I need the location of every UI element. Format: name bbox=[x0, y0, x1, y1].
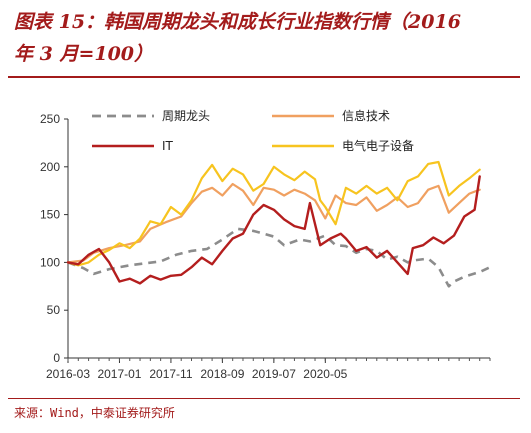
y-tick-label: 50 bbox=[47, 303, 61, 317]
source-divider bbox=[8, 398, 520, 399]
y-tick-label: 0 bbox=[53, 351, 60, 365]
x-tick-label: 2020-05 bbox=[303, 367, 347, 381]
x-tick-label: 2016-03 bbox=[46, 367, 90, 381]
x-tick-label: 2019-07 bbox=[252, 367, 296, 381]
legend-label: IT bbox=[162, 139, 174, 153]
title-divider bbox=[8, 76, 520, 78]
chart-series bbox=[66, 160, 491, 288]
legend-label: 信息技术 bbox=[342, 108, 390, 123]
series-line-电气电子设备 bbox=[66, 160, 481, 267]
y-tick-label: 250 bbox=[40, 112, 60, 126]
series-line-IT bbox=[66, 175, 481, 285]
x-tick-label: 2017-11 bbox=[149, 367, 192, 381]
legend-label: 周期龙头 bbox=[162, 109, 210, 123]
series-line-信息技术 bbox=[66, 182, 481, 264]
series-line-周期龙头 bbox=[67, 227, 491, 288]
legend-label: 电气电子设备 bbox=[342, 138, 414, 153]
chart-title-line2: 年 3 月=100） bbox=[14, 43, 154, 65]
x-tick-label: 2018-09 bbox=[200, 367, 244, 381]
chart-axes: 0 50 100 150 200 250 2016-03 2017-01 2017-11 2018… bbox=[40, 112, 491, 381]
y-tick-label: 100 bbox=[40, 255, 60, 269]
chart-legend: 周期龙头 信息技术 IT 电气电子设备 bbox=[92, 108, 414, 153]
source-note: 来源：Wind，中泰证券研究所 bbox=[14, 406, 175, 420]
y-tick-label: 150 bbox=[40, 208, 60, 222]
chart-title: 图表 15：韩国周期龙头和成长行业指数行情（2016 年 3 月=100） bbox=[14, 6, 519, 70]
y-tick-label: 200 bbox=[40, 160, 60, 174]
x-tick-label: 2017-01 bbox=[97, 367, 141, 381]
chart-title-line1: 图表 15：韩国周期龙头和成长行业指数行情（2016 bbox=[14, 11, 461, 33]
